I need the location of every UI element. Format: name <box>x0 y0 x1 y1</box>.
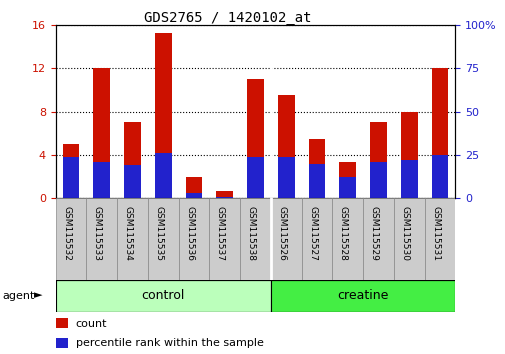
Bar <box>216 196 233 198</box>
FancyBboxPatch shape <box>56 198 86 280</box>
Bar <box>185 177 202 198</box>
Bar <box>308 164 325 198</box>
Bar <box>400 112 417 198</box>
Bar <box>155 153 171 198</box>
Bar <box>56 318 68 328</box>
Text: GDS2765 / 1420102_at: GDS2765 / 1420102_at <box>143 11 311 25</box>
Bar <box>124 122 141 198</box>
Bar <box>124 165 141 198</box>
Bar <box>93 68 110 198</box>
Bar <box>339 177 356 198</box>
Text: agent: agent <box>3 291 35 301</box>
Text: GSM115527: GSM115527 <box>308 206 317 261</box>
FancyBboxPatch shape <box>270 280 454 312</box>
FancyBboxPatch shape <box>424 198 454 280</box>
Bar <box>246 156 264 198</box>
Bar <box>431 68 447 198</box>
FancyBboxPatch shape <box>56 280 270 312</box>
Text: GSM115528: GSM115528 <box>338 206 347 261</box>
Bar <box>308 139 325 198</box>
FancyBboxPatch shape <box>332 198 363 280</box>
Bar <box>63 144 79 198</box>
Bar <box>185 193 202 198</box>
Text: control: control <box>141 289 185 302</box>
Text: GSM115532: GSM115532 <box>62 206 71 261</box>
FancyBboxPatch shape <box>240 198 270 280</box>
Bar <box>369 162 386 198</box>
FancyBboxPatch shape <box>147 198 178 280</box>
FancyBboxPatch shape <box>393 198 424 280</box>
Bar <box>216 191 233 198</box>
Bar <box>431 155 447 198</box>
FancyBboxPatch shape <box>209 198 240 280</box>
Text: creatine: creatine <box>337 289 388 302</box>
FancyBboxPatch shape <box>270 198 301 280</box>
Bar <box>277 95 294 198</box>
Bar <box>339 162 356 198</box>
Text: GSM115536: GSM115536 <box>185 206 193 261</box>
Text: GSM115537: GSM115537 <box>215 206 224 261</box>
Text: GSM115526: GSM115526 <box>277 206 286 261</box>
Text: GSM115535: GSM115535 <box>154 206 163 261</box>
Text: GSM115538: GSM115538 <box>246 206 255 261</box>
FancyBboxPatch shape <box>363 198 393 280</box>
Bar <box>277 156 294 198</box>
Text: count: count <box>76 319 107 329</box>
Bar <box>400 160 417 198</box>
Text: GSM115530: GSM115530 <box>399 206 409 261</box>
FancyBboxPatch shape <box>117 198 147 280</box>
Bar <box>63 156 79 198</box>
Text: GSM115529: GSM115529 <box>369 206 378 261</box>
FancyBboxPatch shape <box>178 198 209 280</box>
FancyBboxPatch shape <box>86 198 117 280</box>
Text: GSM115534: GSM115534 <box>123 206 132 261</box>
Text: ►: ► <box>34 291 43 301</box>
Bar <box>56 338 68 348</box>
Bar <box>369 122 386 198</box>
Text: GSM115533: GSM115533 <box>92 206 102 261</box>
Bar <box>93 162 110 198</box>
Bar <box>246 79 264 198</box>
Text: percentile rank within the sample: percentile rank within the sample <box>76 338 263 348</box>
FancyBboxPatch shape <box>301 198 332 280</box>
Text: GSM115531: GSM115531 <box>430 206 439 261</box>
Bar <box>155 34 171 198</box>
